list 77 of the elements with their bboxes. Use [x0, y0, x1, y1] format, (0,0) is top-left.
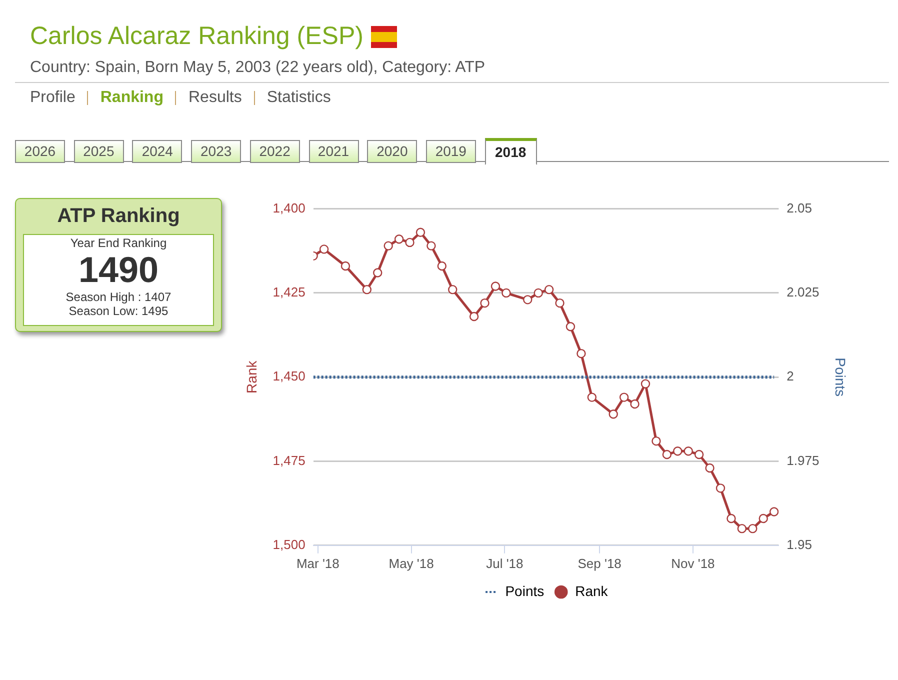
- point: [555, 298, 564, 308]
- point: [534, 288, 543, 298]
- point: [448, 284, 458, 294]
- y-tick-label: 1,475: [272, 452, 306, 468]
- chart-title: Carlos Alcaraz Ranking (ESP): [30, 22, 364, 51]
- x-tick-label: Sep '18: [578, 556, 622, 571]
- point: [544, 284, 554, 294]
- text: 2022: [250, 140, 300, 163]
- point: [362, 284, 372, 294]
- point: [726, 514, 736, 524]
- y-tick-label: 1,425: [272, 284, 306, 300]
- text: Ranking: [100, 89, 164, 107]
- point: [437, 261, 447, 271]
- y-tick-label: 1,400: [272, 200, 306, 216]
- y2-tick-label: 1.975: [786, 452, 820, 468]
- point: [640, 379, 650, 388]
- y-tick-label: 1,450: [272, 368, 306, 384]
- point: [673, 446, 682, 456]
- text: 1490: [77, 249, 159, 290]
- point: [394, 234, 404, 244]
- text: Profile: [30, 89, 76, 107]
- point: [662, 450, 672, 460]
- text: Season Low: 1495: [68, 304, 170, 318]
- point: [748, 524, 758, 534]
- text: ATP Ranking: [56, 205, 181, 228]
- text: 2021: [308, 140, 358, 163]
- text: Season High : 1407: [64, 290, 172, 304]
- y-tick-label: 1,500: [272, 536, 306, 552]
- point: [587, 392, 597, 402]
- point: [608, 410, 618, 419]
- y2-tick-label: 2.05: [786, 200, 812, 216]
- x-tick-label: Nov '18: [671, 556, 715, 571]
- point: [684, 446, 693, 456]
- legend-label: Points: [505, 582, 544, 599]
- text: 2024: [132, 140, 182, 163]
- y2-tick-label: 2.025: [786, 284, 820, 300]
- point: [652, 436, 661, 446]
- text: 2025: [74, 140, 124, 163]
- point: [502, 288, 511, 298]
- text: 2026: [15, 140, 65, 163]
- text: 2019: [426, 140, 476, 163]
- point: [373, 268, 382, 278]
- point: [630, 399, 640, 409]
- point: [469, 312, 479, 322]
- point: [694, 450, 704, 460]
- point: [769, 507, 779, 516]
- point: [340, 261, 350, 271]
- y2-tick-label: 1.95: [786, 536, 812, 552]
- point: [737, 524, 747, 534]
- text: Statistics: [266, 89, 331, 107]
- point: [384, 241, 393, 250]
- point: [426, 241, 436, 250]
- x-tick-label: Jul '18: [486, 556, 524, 571]
- point: [566, 322, 576, 332]
- y-axis-title: Rank: [243, 360, 260, 394]
- point: [405, 238, 414, 248]
- point: [619, 392, 629, 402]
- text: 2023: [191, 140, 242, 163]
- text: Year End Ranking: [69, 236, 168, 250]
- y2-tick-label: 2: [786, 368, 794, 384]
- y2-axis-title: Points: [832, 358, 849, 397]
- point: [319, 244, 329, 254]
- point: [523, 295, 532, 304]
- point: [490, 282, 500, 291]
- point: [576, 348, 586, 358]
- point: [758, 514, 768, 524]
- text: Results: [188, 89, 242, 107]
- chart-subtitle: Country: Spain, Born May 5, 2003 (22 years old), Category: ATP: [30, 59, 486, 77]
- x-tick-label: May '18: [388, 556, 434, 571]
- text: 2020: [367, 140, 418, 163]
- x-tick-label: Mar '18: [296, 556, 340, 571]
- point: [480, 298, 490, 308]
- point: [705, 463, 714, 473]
- text: 2018: [484, 138, 537, 165]
- point: [416, 228, 426, 237]
- legend-label: Rank: [575, 582, 609, 599]
- point: [716, 484, 726, 493]
